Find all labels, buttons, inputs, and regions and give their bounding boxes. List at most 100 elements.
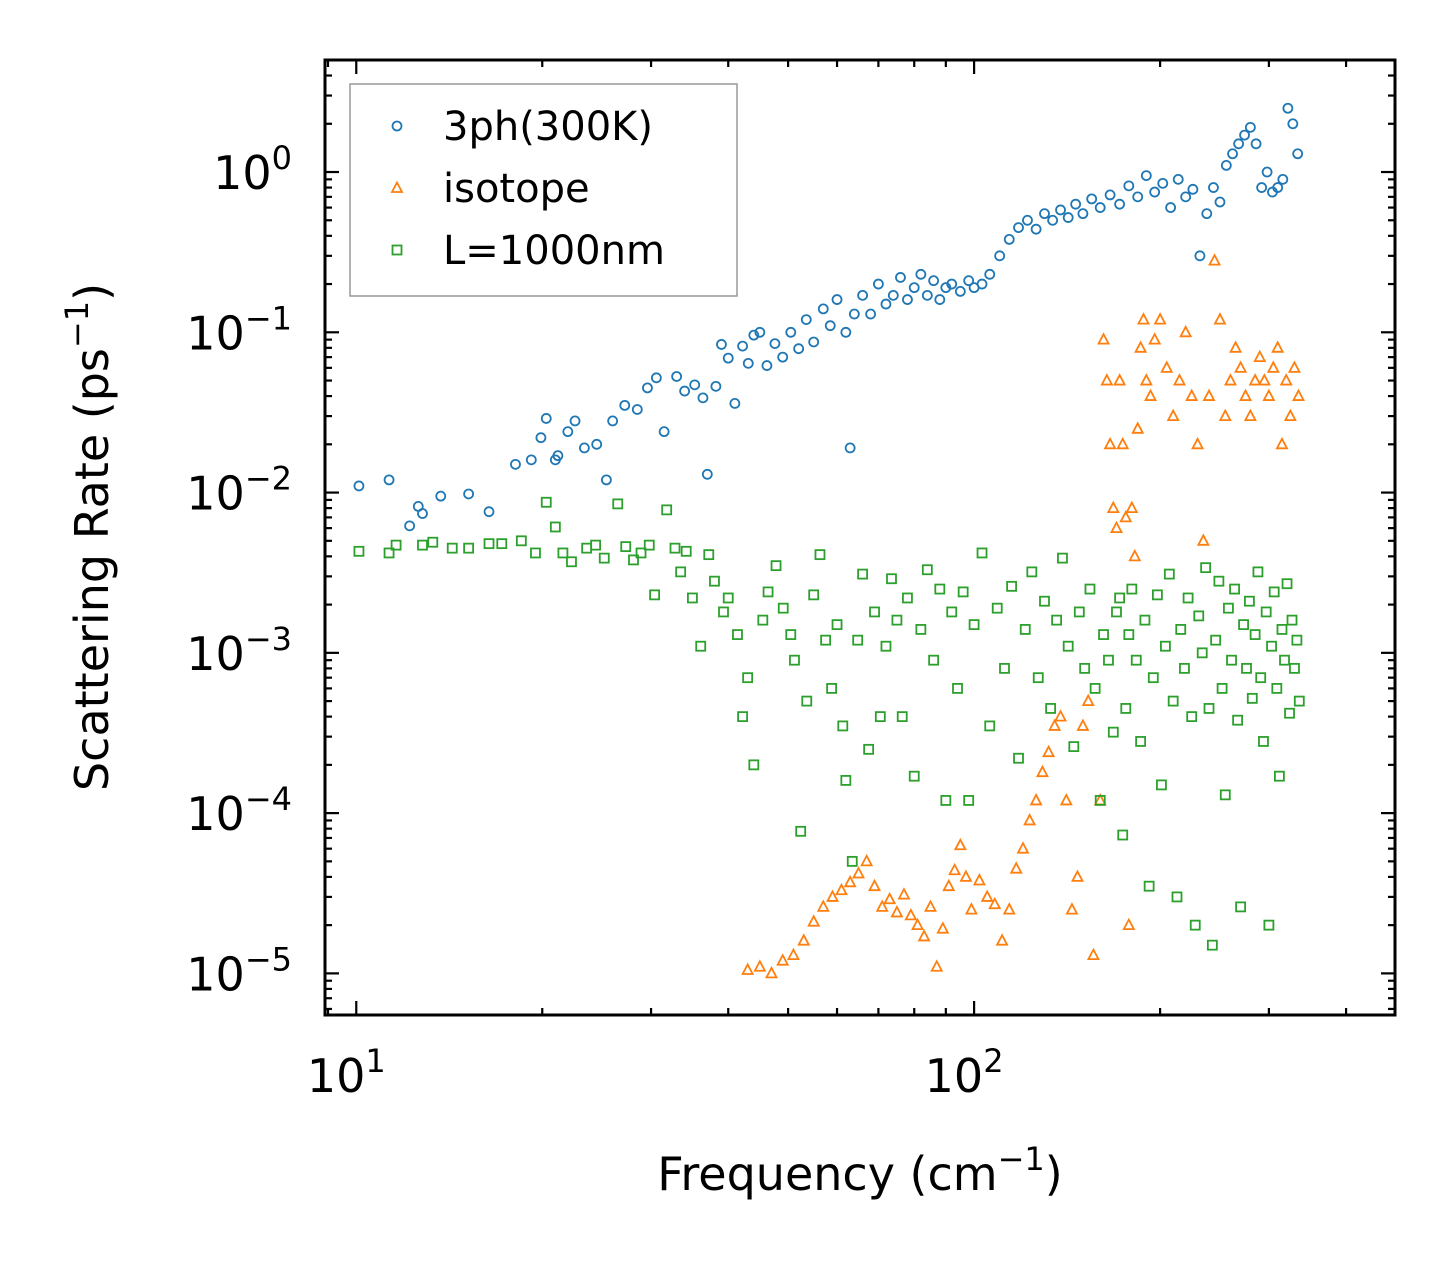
data-point xyxy=(1055,204,1066,216)
data-point xyxy=(695,640,707,652)
data-point xyxy=(816,899,830,912)
data-point xyxy=(1287,118,1299,130)
data-point xyxy=(390,539,402,551)
data-point xyxy=(1203,703,1215,714)
data-point xyxy=(404,520,416,532)
data-point xyxy=(1232,714,1244,726)
data-point xyxy=(1243,408,1257,422)
data-point xyxy=(701,468,713,480)
data-point xyxy=(748,329,760,341)
data-point xyxy=(590,539,602,551)
data-point xyxy=(924,899,937,912)
data-point xyxy=(737,340,749,352)
data-point xyxy=(857,568,869,580)
data-point xyxy=(658,426,670,438)
data-point xyxy=(1042,744,1056,758)
data-point xyxy=(1291,634,1303,646)
data-point xyxy=(1123,180,1135,192)
data-point xyxy=(880,298,892,310)
data-point xyxy=(807,914,821,927)
data-point xyxy=(1107,726,1119,738)
data-point xyxy=(1062,212,1074,223)
data-point xyxy=(1263,919,1275,931)
data-point xyxy=(940,795,952,806)
legend-marker xyxy=(391,244,403,256)
data-point xyxy=(840,775,852,786)
data-point xyxy=(852,634,864,646)
x-tick-label: 101 xyxy=(307,1042,386,1103)
data-point xyxy=(1106,500,1120,514)
data-point xyxy=(953,837,967,851)
data-point xyxy=(1029,792,1043,806)
data-point xyxy=(1167,695,1179,707)
data-point xyxy=(930,959,944,972)
data-point xyxy=(1239,388,1253,401)
data-point xyxy=(1114,198,1126,210)
data-point xyxy=(1257,373,1271,386)
data-point xyxy=(1260,606,1272,618)
data-point xyxy=(703,549,715,561)
data-point xyxy=(1160,360,1174,373)
data-point xyxy=(1179,662,1190,674)
series-2 xyxy=(353,496,1305,951)
data-point xyxy=(1193,610,1205,622)
data-point xyxy=(1271,682,1283,694)
data-point xyxy=(1175,624,1187,635)
data-point xyxy=(1281,578,1293,590)
data-point xyxy=(895,272,906,283)
data-point xyxy=(619,399,631,411)
data-point xyxy=(1229,340,1243,353)
data-point xyxy=(793,343,805,355)
data-point xyxy=(1094,202,1106,213)
data-point xyxy=(1272,182,1284,193)
x-tick-labels: 101 102 xyxy=(307,1042,1004,1103)
data-point xyxy=(1282,102,1294,114)
data-point xyxy=(1013,222,1024,234)
data-point xyxy=(535,432,547,444)
y-axis-label: Scattering Rate (ps−1) xyxy=(58,283,119,791)
data-point xyxy=(1244,595,1255,607)
data-point xyxy=(1227,148,1238,160)
data-point xyxy=(562,426,574,438)
y-tick-label: 10−5 xyxy=(186,940,292,1001)
data-point xyxy=(1126,583,1138,595)
data-point xyxy=(1289,662,1300,674)
legend-box xyxy=(349,83,738,297)
data-point xyxy=(1134,340,1148,353)
data-point xyxy=(1180,191,1192,203)
data-point xyxy=(1229,583,1240,595)
data-point xyxy=(1239,129,1250,141)
data-point xyxy=(826,682,838,694)
data-point xyxy=(446,542,458,554)
data-point xyxy=(761,360,773,371)
data-point xyxy=(1213,575,1225,587)
data-point xyxy=(1098,629,1109,640)
data-point xyxy=(540,413,552,424)
data-point xyxy=(869,606,880,618)
data-point xyxy=(1276,624,1288,635)
data-point xyxy=(1271,340,1285,353)
data-point xyxy=(846,855,858,867)
data-point xyxy=(1103,436,1117,450)
data-point xyxy=(661,504,673,516)
data-point xyxy=(1030,223,1042,235)
y-tick-label: 10−1 xyxy=(186,299,292,360)
data-point xyxy=(875,899,889,912)
data-point xyxy=(1201,208,1213,220)
data-point xyxy=(1241,662,1252,674)
data-point xyxy=(988,896,1002,910)
data-point xyxy=(1132,191,1144,203)
data-point xyxy=(741,962,755,975)
data-point xyxy=(1139,373,1153,386)
data-point xyxy=(896,711,908,723)
data-point xyxy=(915,624,927,635)
data-point xyxy=(737,711,749,723)
legend-marker xyxy=(390,180,404,193)
data-point xyxy=(1250,138,1262,150)
data-point xyxy=(1185,388,1199,401)
data-point xyxy=(904,907,918,921)
data-point xyxy=(353,480,365,492)
data-point xyxy=(844,442,856,454)
data-point xyxy=(1244,121,1256,133)
